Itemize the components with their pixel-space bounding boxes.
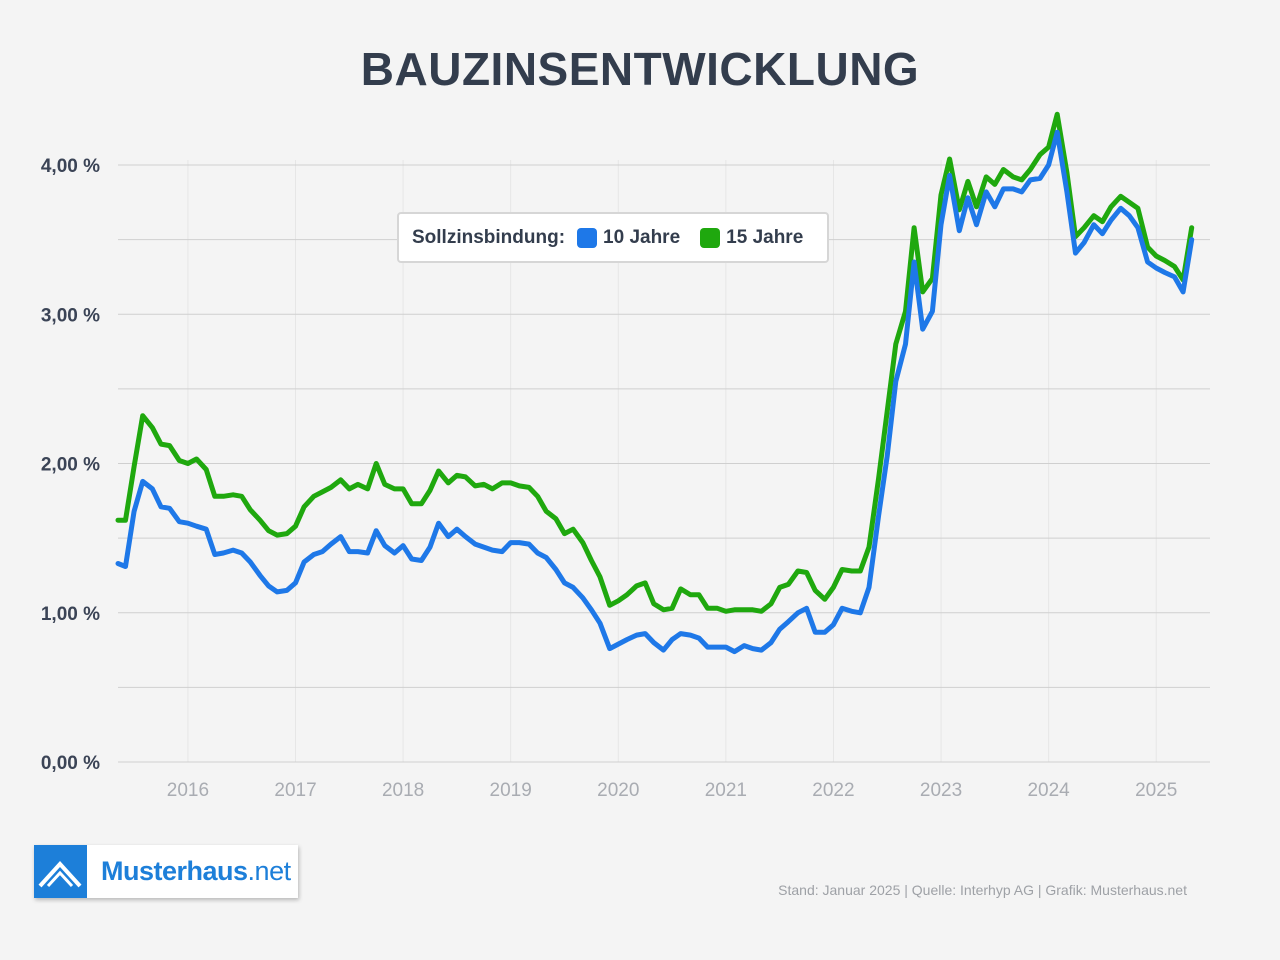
x-tick-label: 2017 [274,780,316,801]
legend-swatch-10-jahre [577,227,598,248]
logo-suffix: .net [247,856,292,886]
y-tick-label: 3,00 % [41,305,100,326]
series-lines [115,111,1195,655]
x-tick-label: 2018 [382,780,424,801]
x-tick-label: 2023 [920,780,962,801]
series-line-15-jahre [115,111,1195,614]
x-tick-label: 2024 [1027,780,1070,801]
y-axis-tick-labels: 0,00 % 1,00 % 2,00 % 3,00 % 4,00 % [41,156,100,774]
house-roof-icon [34,845,87,898]
x-axis-tick-labels: 2016 2017 2018 2019 2020 2021 2022 2023 2024 2025 [167,780,1178,801]
horizontal-gridlines [118,164,1210,763]
y-tick-label: 2,00 % [41,455,100,476]
y-tick-label: 4,00 % [41,156,100,177]
chart-title: BAUZINSENTWICKLUNG [360,43,920,95]
y-tick-label: 0,00 % [41,753,100,774]
x-tick-label: 2022 [812,780,854,801]
y-tick-label: 1,00 % [41,604,100,625]
logo-brand: Musterhaus [101,856,248,886]
legend: Sollzinsbindung: 10 Jahre 15 Jahre [397,212,829,263]
x-tick-label: 2020 [597,780,639,801]
legend-item-10-jahre: 10 Jahre [603,226,681,248]
musterhaus-logo[interactable]: Musterhaus.net [34,845,298,898]
legend-swatch-15-jahre [700,227,721,248]
logo-wordmark: Musterhaus.net [101,856,291,887]
legend-label: Sollzinsbindung: [412,226,566,248]
legend-item-15-jahre: 15 Jahre [726,226,804,248]
source-note: Stand: Januar 2025 | Quelle: Interhyp AG… [778,882,1187,898]
x-tick-label: 2021 [705,780,747,801]
x-tick-label: 2016 [167,780,209,801]
x-tick-label: 2025 [1135,780,1177,801]
series-line-10-jahre [115,129,1195,655]
x-tick-label: 2019 [490,780,532,801]
